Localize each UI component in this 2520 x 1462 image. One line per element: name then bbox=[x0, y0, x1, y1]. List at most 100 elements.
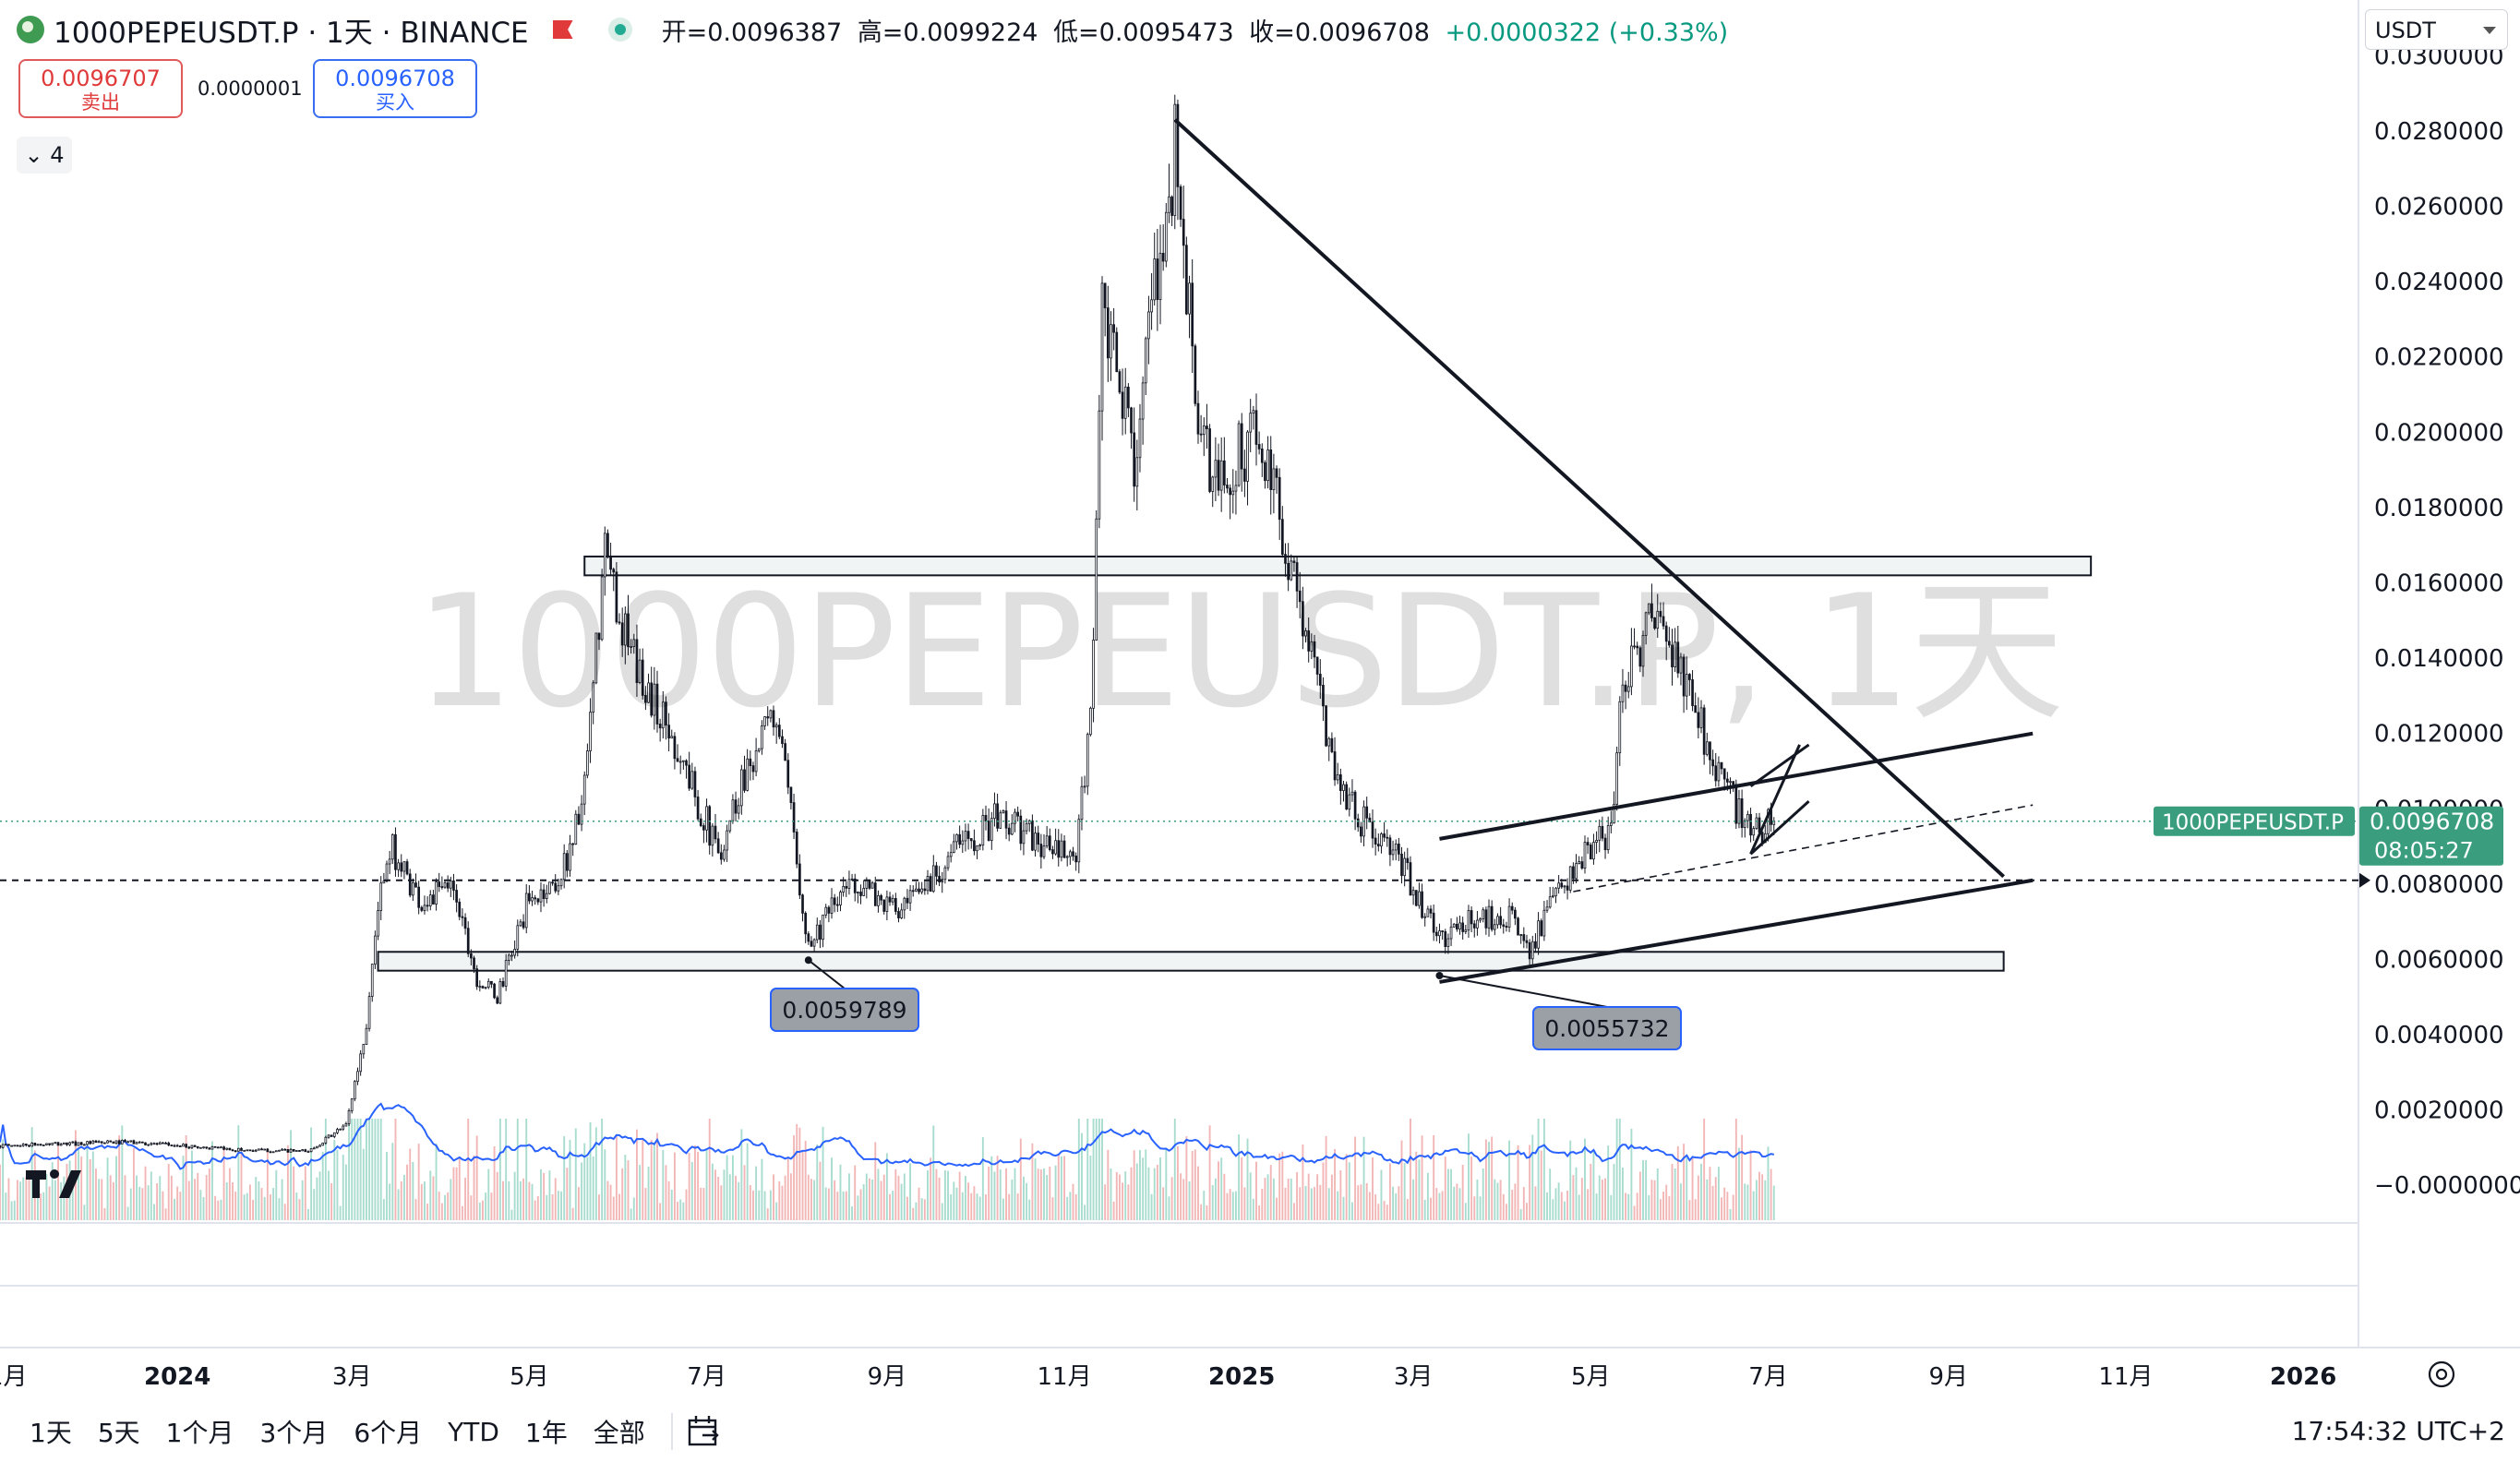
candle-body bbox=[1231, 490, 1235, 496]
candle-body bbox=[91, 1140, 95, 1144]
candle-body bbox=[542, 889, 546, 900]
candle-body bbox=[182, 1144, 185, 1147]
candle-body bbox=[68, 1142, 71, 1145]
candle-body bbox=[7, 1144, 10, 1146]
timeframe-ytd[interactable]: YTD bbox=[448, 1416, 499, 1447]
candle-body bbox=[1339, 773, 1342, 791]
candle-body bbox=[167, 1143, 171, 1146]
volume-bar bbox=[763, 1191, 766, 1220]
volume-bar bbox=[464, 1178, 467, 1220]
volume-bar bbox=[781, 1185, 784, 1220]
candle-body bbox=[728, 820, 732, 832]
volume-bar bbox=[342, 1155, 344, 1220]
candle-body bbox=[1434, 931, 1438, 937]
volume-bar bbox=[775, 1202, 778, 1220]
indicators-toggle[interactable]: ⌄ 4 bbox=[17, 137, 72, 174]
timeframe-1d[interactable]: 1天 bbox=[30, 1418, 72, 1448]
volume-bar bbox=[566, 1168, 569, 1220]
volume-bar bbox=[807, 1174, 810, 1220]
timeframe-6m[interactable]: 6个月 bbox=[354, 1418, 423, 1448]
volume-bar bbox=[594, 1127, 597, 1220]
candle-body bbox=[1304, 630, 1307, 637]
candle-body bbox=[699, 818, 702, 826]
timeframe-3m[interactable]: 3个月 bbox=[259, 1418, 329, 1448]
candle-body bbox=[39, 1144, 42, 1146]
volume-bar bbox=[54, 1180, 56, 1220]
volume-bar bbox=[424, 1181, 426, 1220]
candle-body bbox=[1426, 908, 1430, 917]
volume-bar bbox=[935, 1168, 938, 1220]
volume-bar bbox=[694, 1144, 696, 1220]
timeframe-1m[interactable]: 1个月 bbox=[165, 1418, 234, 1448]
volume-bar bbox=[740, 1129, 743, 1220]
candle-body bbox=[1603, 837, 1607, 850]
candle-body bbox=[185, 1144, 187, 1148]
volume-bar bbox=[89, 1158, 91, 1220]
volume-bar bbox=[1372, 1156, 1374, 1220]
candle-body bbox=[1517, 917, 1519, 936]
volume-bar bbox=[1542, 1119, 1545, 1220]
time-tick-label: 5月 bbox=[510, 1363, 549, 1391]
volume-bar bbox=[182, 1156, 185, 1220]
candle-body bbox=[86, 1141, 89, 1145]
volume-bar bbox=[202, 1197, 205, 1220]
volume-bar bbox=[958, 1171, 961, 1220]
candle-body bbox=[751, 765, 755, 773]
volume-bar bbox=[862, 1184, 865, 1220]
candle-body bbox=[857, 892, 859, 893]
ohlc-open: 开=0.0096387 bbox=[661, 18, 843, 47]
level-marker-icon bbox=[2359, 872, 2370, 888]
volume-bar bbox=[153, 1204, 155, 1220]
flag-line bbox=[1749, 799, 1810, 856]
volume-bar bbox=[513, 1171, 516, 1220]
sell-button[interactable]: 0.0096707 卖出 bbox=[18, 59, 183, 118]
candle-body bbox=[216, 1146, 220, 1149]
candle-body bbox=[1348, 794, 1351, 810]
timeframe-all[interactable]: 全部 bbox=[593, 1418, 645, 1448]
candle-body bbox=[243, 1149, 246, 1152]
candle-body bbox=[379, 882, 383, 911]
symbol-title[interactable]: 1000PEPEUSDT.P · 1天 · BINANCE bbox=[54, 16, 529, 50]
flag-icon[interactable] bbox=[552, 20, 573, 39]
candle-body bbox=[615, 571, 618, 623]
candle-body bbox=[1002, 810, 1005, 814]
volume-bar bbox=[1630, 1128, 1633, 1220]
candle-body bbox=[1618, 701, 1622, 754]
candle-body bbox=[1760, 832, 1764, 844]
buy-button[interactable]: 0.0096708 买入 bbox=[313, 59, 477, 118]
market-status-icon[interactable] bbox=[607, 18, 632, 42]
sell-price: 0.0096707 bbox=[41, 66, 161, 91]
candle-body bbox=[1452, 923, 1456, 928]
volume-bar bbox=[1435, 1188, 1438, 1220]
candle-body bbox=[606, 533, 609, 557]
gear-icon[interactable] bbox=[2426, 1359, 2457, 1390]
candle-body bbox=[1199, 433, 1203, 436]
volume-bar bbox=[339, 1205, 342, 1220]
candle-body bbox=[952, 841, 955, 854]
candle-body bbox=[1039, 844, 1043, 857]
volume-bar bbox=[1296, 1172, 1299, 1220]
volume-bar bbox=[819, 1161, 822, 1220]
volume-bar bbox=[1729, 1208, 1732, 1220]
callout-anchor bbox=[1435, 971, 1444, 979]
date-range-icon[interactable] bbox=[686, 1413, 723, 1450]
candle-body bbox=[1106, 307, 1110, 359]
symbol-price-tag bbox=[2154, 806, 2355, 836]
volume-bar bbox=[1392, 1186, 1395, 1220]
candle-body bbox=[702, 825, 705, 831]
currency-select[interactable]: USDT bbox=[2365, 9, 2508, 50]
clock-utc[interactable]: 17:54:32 UTC+2 bbox=[2291, 1416, 2505, 1446]
candle-body bbox=[1662, 616, 1665, 627]
timeframe-5d[interactable]: 5天 bbox=[97, 1418, 140, 1448]
candle-body bbox=[810, 941, 813, 947]
volume-bar bbox=[731, 1155, 734, 1220]
timeframe-1y[interactable]: 1年 bbox=[524, 1418, 568, 1448]
price-tick-label: 0.0180000 bbox=[2374, 495, 2504, 522]
volume-bar bbox=[1496, 1182, 1499, 1220]
candle-body bbox=[274, 1150, 278, 1153]
volume-bar bbox=[1491, 1136, 1494, 1220]
volume-bar bbox=[270, 1194, 271, 1220]
candle-body bbox=[1194, 345, 1197, 404]
candle-body bbox=[766, 716, 770, 719]
